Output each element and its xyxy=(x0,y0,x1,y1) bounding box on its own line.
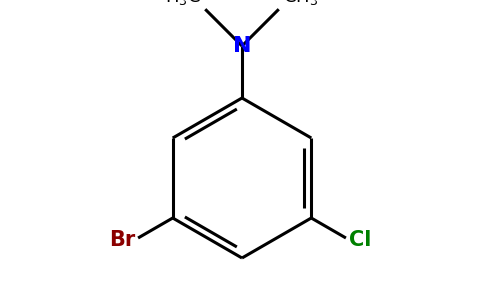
Text: Br: Br xyxy=(109,230,135,250)
Text: Cl: Cl xyxy=(349,230,371,250)
Text: N: N xyxy=(233,36,251,56)
Text: H$_3$C: H$_3$C xyxy=(166,0,201,7)
Text: CH$_3$: CH$_3$ xyxy=(283,0,318,7)
